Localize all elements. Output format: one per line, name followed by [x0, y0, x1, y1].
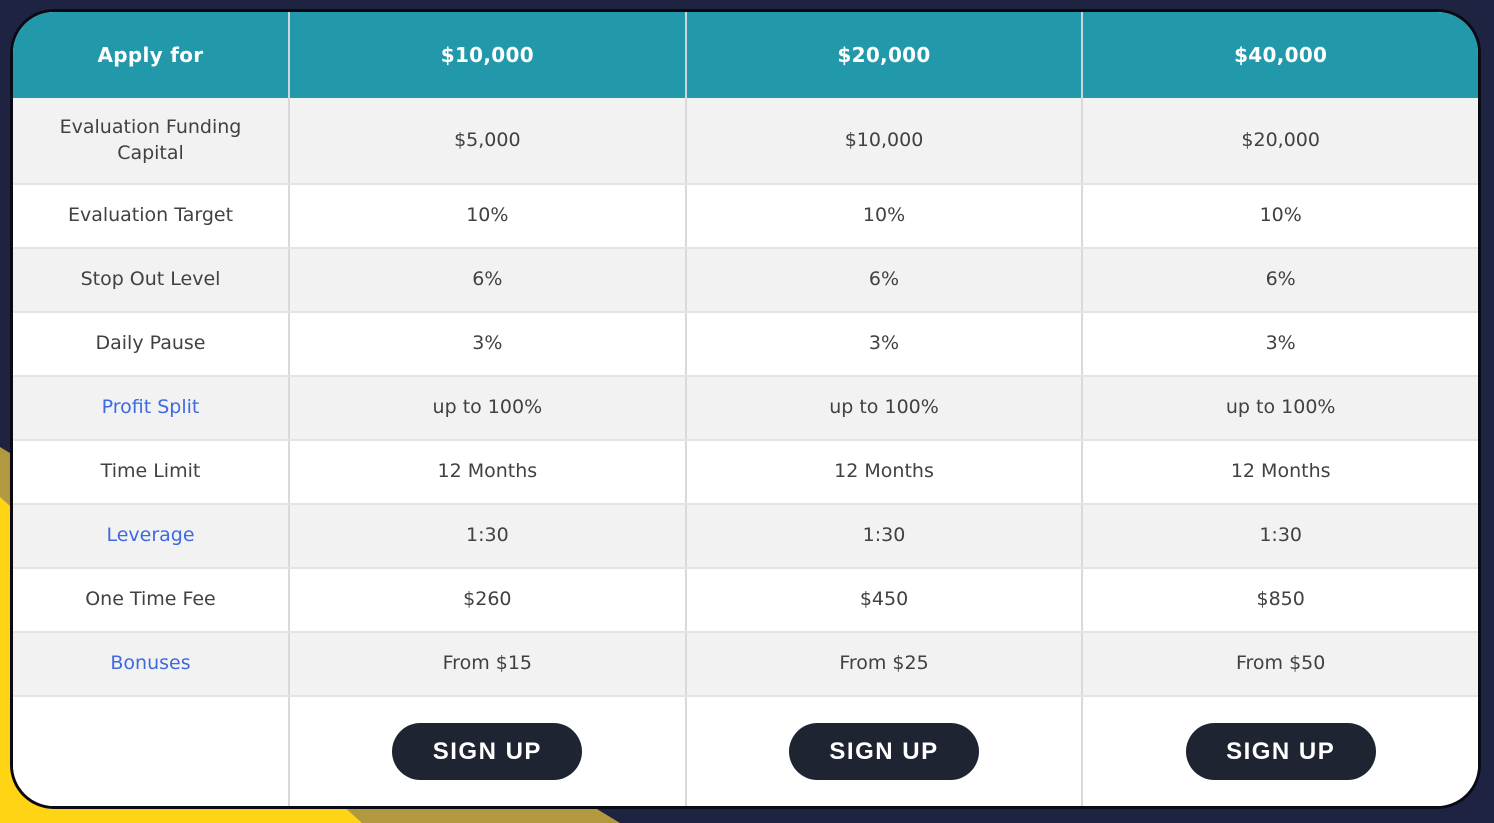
row-evaluation-target: Evaluation Target 10% 10% 10%: [13, 185, 1478, 249]
row-label-time-limit: Time Limit: [13, 441, 290, 503]
row-leverage: Leverage 1:30 1:30 1:30: [13, 505, 1478, 569]
profit-split-link[interactable]: Profit Split: [13, 377, 290, 439]
value-cell: 1:30: [290, 505, 687, 567]
row-label-daily-pause: Daily Pause: [13, 313, 290, 375]
row-label-one-time-fee: One Time Fee: [13, 569, 290, 631]
bonuses-link[interactable]: Bonuses: [13, 633, 290, 695]
value-cell: up to 100%: [290, 377, 687, 439]
value-cell: 3%: [687, 313, 1084, 375]
value-cell: $20,000: [1241, 128, 1320, 151]
row-label-stop-out-level: Stop Out Level: [13, 249, 290, 311]
row-evaluation-funding-capital: Evaluation Funding Capital $5,000 $10,00…: [13, 98, 1478, 185]
value-cell: 3%: [1265, 332, 1296, 355]
value-cell: From $25: [687, 633, 1084, 695]
value-cell: 12 Months: [1230, 460, 1331, 483]
value-cell: 1:30: [1259, 524, 1303, 547]
value-cell: 3%: [290, 313, 687, 375]
value-cell: up to 100%: [1225, 396, 1336, 419]
value-cell: 12 Months: [687, 441, 1084, 503]
value-cell: 6%: [1265, 268, 1296, 291]
signup-cell-20000: SIGN UP: [687, 697, 1084, 806]
value-cell: 10%: [1259, 204, 1302, 227]
value-cell: $260: [290, 569, 687, 631]
row-bonuses: Bonuses From $15 From $25 From $50: [13, 633, 1478, 697]
pricing-table-header-row: Apply for $10,000 $20,000 $40,000: [13, 12, 1478, 98]
row-sign-up: SIGN UP SIGN UP SIGN UP: [13, 697, 1478, 806]
value-cell: $450: [687, 569, 1084, 631]
signup-button-10000[interactable]: SIGN UP: [392, 723, 583, 780]
value-cell: From $50: [1235, 652, 1326, 675]
leverage-link[interactable]: Leverage: [13, 505, 290, 567]
row-profit-split: Profit Split up to 100% up to 100% up to…: [13, 377, 1478, 441]
value-cell: 12 Months: [290, 441, 687, 503]
value-cell: From $15: [290, 633, 687, 695]
value-cell: 10%: [290, 185, 687, 247]
value-cell: up to 100%: [687, 377, 1084, 439]
pricing-table: Apply for $10,000 $20,000 $40,000 Evalua…: [10, 9, 1481, 809]
signup-button-40000[interactable]: SIGN UP: [1185, 723, 1376, 780]
header-apply-for: Apply for: [13, 12, 290, 98]
value-cell: 6%: [687, 249, 1084, 311]
header-plan-10000: $10,000: [290, 12, 687, 98]
signup-button-20000[interactable]: SIGN UP: [789, 723, 979, 780]
signup-cell-40000: SIGN UP: [1083, 697, 1478, 806]
value-cell: 10%: [687, 185, 1084, 247]
row-stop-out-level: Stop Out Level 6% 6% 6%: [13, 249, 1478, 313]
value-cell: 6%: [290, 249, 687, 311]
value-cell: $850: [1256, 588, 1305, 611]
value-cell: $5,000: [290, 98, 687, 183]
signup-empty-cell: [13, 697, 290, 806]
value-cell: $10,000: [687, 98, 1084, 183]
header-plan-20000: $20,000: [687, 12, 1084, 98]
row-time-limit: Time Limit 12 Months 12 Months 12 Months: [13, 441, 1478, 505]
value-cell: 1:30: [687, 505, 1084, 567]
row-daily-pause: Daily Pause 3% 3% 3%: [13, 313, 1478, 377]
row-label-evaluation-target: Evaluation Target: [13, 185, 290, 247]
header-plan-40000: $40,000: [1234, 42, 1328, 67]
signup-cell-10000: SIGN UP: [290, 697, 687, 806]
row-label-evaluation-funding-capital: Evaluation Funding Capital: [13, 98, 290, 183]
row-one-time-fee: One Time Fee $260 $450 $850: [13, 569, 1478, 633]
